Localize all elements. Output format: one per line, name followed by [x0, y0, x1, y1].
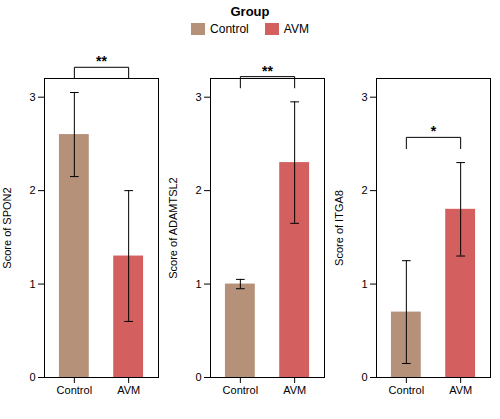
html-text:Group: Group: [230, 4, 270, 19]
svg-text:**: **: [96, 53, 107, 69]
svg-text:1: 1: [29, 278, 35, 290]
svg-text:Control: Control: [389, 384, 424, 396]
svg-text:3: 3: [29, 91, 35, 103]
svg-text:Score of ADAMTSL2: Score of ADAMTSL2: [167, 177, 179, 279]
svg-text:**: **: [262, 63, 273, 79]
svg-text:*: *: [431, 123, 437, 139]
html-text:Control: Control: [210, 22, 249, 36]
svg-text:0: 0: [361, 371, 367, 383]
svg-text:0: 0: [195, 371, 201, 383]
svg-text:3: 3: [361, 91, 367, 103]
html-text:AVM: AVM: [283, 22, 309, 36]
svg-text:Score of ITGA8: Score of ITGA8: [333, 190, 345, 266]
svg-text:2: 2: [29, 184, 35, 196]
svg-text:AVM: AVM: [117, 384, 140, 396]
svg-text:3: 3: [195, 91, 201, 103]
svg-text:0: 0: [29, 371, 35, 383]
svg-text:AVM: AVM: [283, 384, 306, 396]
svg-text:2: 2: [195, 184, 201, 196]
svg-text:Control: Control: [223, 384, 258, 396]
svg-text:1: 1: [361, 278, 367, 290]
svg-text:AVM: AVM: [449, 384, 472, 396]
svg-text:Control: Control: [57, 384, 92, 396]
svg-text:1: 1: [195, 278, 201, 290]
svg-text:Score of SPON2: Score of SPON2: [1, 187, 13, 268]
svg-text:2: 2: [361, 184, 367, 196]
